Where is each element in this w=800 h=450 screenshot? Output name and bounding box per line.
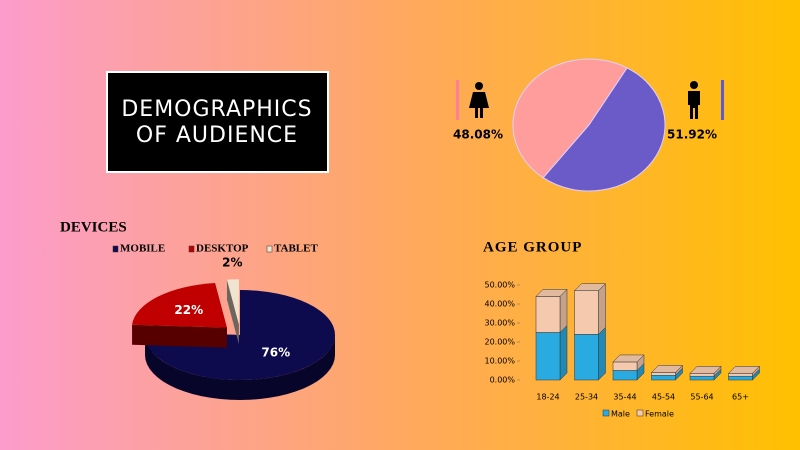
pie-slice [542, 67, 666, 192]
pie-edge [226, 279, 239, 345]
female-bar [456, 80, 459, 120]
bar [689, 373, 715, 377]
pie-slice [512, 58, 628, 179]
bar [535, 332, 561, 381]
chart-title: AGE GROUP [483, 239, 582, 255]
bar-side [559, 324, 568, 381]
y-tick-label: 0.00% [490, 376, 516, 385]
bar [612, 361, 638, 371]
bar [535, 296, 561, 333]
bar [651, 375, 676, 381]
legend-swatch [266, 245, 273, 253]
bar-top [727, 366, 761, 374]
value-label: 2% [222, 255, 242, 269]
title: OF AUDIENCE [136, 123, 298, 148]
x-tick-label: 35-44 [613, 393, 636, 402]
legend-swatch [636, 409, 644, 417]
x-tick-label: 55-64 [690, 393, 713, 402]
y-tick-label: 50.00% [484, 281, 515, 290]
pie-slice [132, 282, 227, 328]
legend-label: Female [645, 410, 674, 419]
x-tick-label: 65+ [732, 393, 749, 402]
title-box [106, 71, 329, 173]
value-label: 22% [174, 303, 203, 317]
legend-swatch [602, 409, 610, 417]
bar [612, 370, 638, 381]
bar-top [689, 366, 722, 374]
y-tick-label: 10.00% [484, 357, 515, 366]
bar-top [650, 365, 684, 373]
x-tick-label: 45-54 [652, 393, 675, 402]
bar [728, 375, 753, 381]
pie-slice [226, 279, 239, 325]
male-icon [688, 81, 700, 119]
legend-label: TABLET [274, 243, 318, 255]
bar-top [535, 289, 568, 297]
bar-side [598, 326, 606, 381]
legend-label: Male [611, 410, 630, 419]
chart-title: DEVICES [60, 219, 127, 235]
male-bar [721, 80, 724, 120]
value-label: 48.08% [453, 128, 503, 142]
legend-label: DESKTOP [196, 243, 249, 255]
legend-swatch [188, 245, 195, 253]
value-label: 51.92% [667, 128, 717, 142]
bar [689, 375, 715, 381]
pie-slice [144, 290, 335, 380]
bar [574, 290, 599, 335]
bar-side [559, 288, 568, 334]
bar [574, 334, 599, 381]
bar [651, 372, 676, 376]
y-tick-label: 30.00% [484, 319, 515, 328]
y-tick-label: 40.00% [484, 300, 515, 309]
bar-top [612, 354, 645, 363]
bar [728, 373, 753, 377]
female-icon [469, 82, 489, 118]
bar-top [573, 283, 607, 291]
y-tick-label: 20.00% [484, 338, 515, 347]
value-label: 76% [261, 346, 290, 360]
x-tick-label: 25-34 [575, 393, 598, 402]
title: DEMOGRAPHICS [121, 97, 312, 122]
legend-label: MOBILE [120, 243, 165, 255]
x-tick-label: 18-24 [536, 393, 559, 402]
pie-edge [132, 324, 227, 348]
legend-swatch [112, 245, 119, 253]
bar-side [598, 283, 606, 336]
pie-side [145, 335, 335, 400]
